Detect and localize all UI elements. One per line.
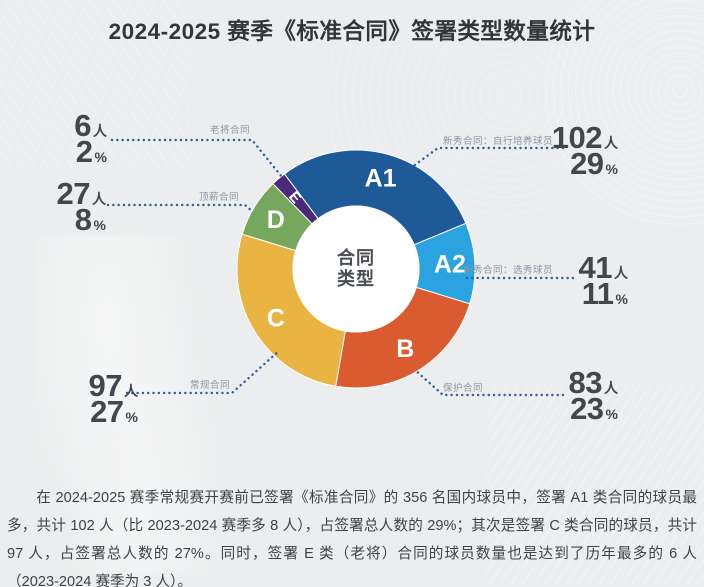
stat-b: 83 人 23% — [569, 367, 618, 424]
category-label-a2: 新秀合同：选秀球员 — [463, 265, 554, 276]
stat-d-players: 27 人 — [57, 178, 106, 209]
stat-b-percent: 23% — [569, 393, 618, 424]
callout-line-d — [106, 203, 255, 214]
stat-e-percent-value: 2 — [75, 134, 93, 169]
callout-line-c — [125, 348, 282, 395]
people-unit: 人 — [614, 265, 628, 281]
callout-line-e — [110, 138, 284, 179]
summary-paragraph: 在 2024-2025 赛季常规赛开赛前已签署《标准合同》的 356 名国内球员… — [7, 490, 697, 587]
stat-d-percent-value: 8 — [74, 202, 92, 237]
percent-unit: % — [93, 217, 106, 233]
people-unit: 人 — [93, 123, 107, 139]
segment-letter-A1: A1 — [365, 164, 397, 192]
people-unit: 人 — [124, 383, 138, 399]
segment-letter-B: B — [396, 335, 414, 363]
stat-c: 97 人 27% — [89, 370, 138, 427]
percent-unit: % — [605, 406, 618, 422]
people-unit: 人 — [604, 380, 618, 396]
stat-a2-players: 41 人 — [579, 252, 628, 283]
stat-c-percent: 27% — [89, 396, 138, 427]
stat-a2-percent-value: 11 — [581, 276, 614, 311]
stat-c-players: 97 人 — [89, 370, 138, 401]
category-label-c: 常规合同 — [189, 380, 231, 391]
stat-d: 27 人 8% — [57, 178, 106, 235]
donut-hole — [292, 205, 420, 333]
stat-b-players-value: 83 — [568, 365, 603, 400]
stat-d-percent: 8% — [57, 204, 106, 235]
stat-b-players: 83 人 — [569, 367, 618, 398]
category-label-b: 保护合同 — [443, 383, 484, 394]
stat-d-players-value: 27 — [56, 176, 91, 211]
percent-unit: % — [125, 409, 138, 425]
percent-unit: % — [605, 161, 618, 177]
percent-unit: % — [94, 149, 107, 165]
stat-a1: 102 人 29% — [552, 122, 618, 179]
stat-a1-players-value: 102 — [551, 120, 603, 155]
stat-a2-players-value: 41 — [578, 250, 613, 285]
donut-center-line1: 合同 — [337, 248, 375, 268]
stat-c-percent-value: 27 — [90, 394, 124, 429]
donut-center-label: 合同 类型 — [337, 248, 375, 290]
people-unit: 人 — [92, 191, 106, 207]
stat-a1-percent-value: 29 — [570, 146, 604, 181]
stat-e-players-value: 6 — [74, 108, 91, 143]
stat-e-percent: 2% — [74, 136, 107, 167]
stat-a1-percent: 29% — [552, 148, 618, 179]
segment-letter-A2: A2 — [434, 250, 466, 278]
donut-center-line2: 类型 — [337, 269, 375, 289]
people-unit: 人 — [604, 135, 618, 151]
stat-b-percent-value: 23 — [570, 391, 604, 426]
category-label-d: 顶薪合同 — [198, 192, 240, 203]
callout-line-b — [413, 368, 565, 397]
stat-a1-players: 102 人 — [552, 122, 618, 153]
callout-line-a1 — [406, 146, 565, 172]
page-title: 2024-2025 赛季《标准合同》签署类型数量统计 — [108, 19, 596, 44]
segment-letter-C: C — [267, 304, 285, 332]
category-label-a1: 新秀合同：自行培养球员 — [443, 136, 554, 147]
segment-letter-D: D — [267, 206, 285, 234]
percent-unit: % — [615, 291, 628, 307]
stat-a2-percent: 11% — [579, 278, 628, 309]
stat-c-players-value: 97 — [88, 368, 123, 403]
stat-a2: 41 人 11% — [579, 252, 628, 309]
category-label-e: 老将合同 — [209, 125, 251, 136]
